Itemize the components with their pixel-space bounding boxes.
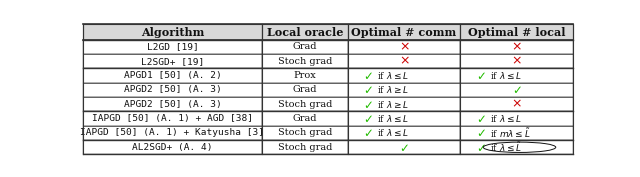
Bar bbox=[262, 24, 348, 40]
Text: $\checkmark$: $\checkmark$ bbox=[511, 83, 522, 96]
Text: $\times$: $\times$ bbox=[399, 40, 410, 53]
Bar bbox=[460, 140, 573, 155]
Text: $\checkmark$: $\checkmark$ bbox=[476, 141, 486, 154]
Bar bbox=[262, 112, 348, 126]
Text: Stoch grad: Stoch grad bbox=[278, 129, 332, 137]
Bar bbox=[348, 40, 460, 54]
Text: L2GD [19]: L2GD [19] bbox=[147, 42, 198, 51]
Text: if $\lambda \leq L$: if $\lambda \leq L$ bbox=[377, 127, 409, 138]
Text: Optimal # comm: Optimal # comm bbox=[351, 27, 456, 38]
Text: Local oracle: Local oracle bbox=[266, 27, 343, 38]
Text: $\checkmark$: $\checkmark$ bbox=[363, 83, 372, 96]
Text: L2SGD+ [19]: L2SGD+ [19] bbox=[141, 57, 204, 66]
Text: $\checkmark$: $\checkmark$ bbox=[363, 112, 372, 125]
Bar bbox=[262, 54, 348, 68]
Bar bbox=[460, 40, 573, 54]
Text: Grad: Grad bbox=[292, 85, 317, 94]
Text: Grad: Grad bbox=[292, 114, 317, 123]
Bar bbox=[348, 83, 460, 97]
Text: $\checkmark$: $\checkmark$ bbox=[363, 126, 372, 139]
Text: Stoch grad: Stoch grad bbox=[278, 57, 332, 66]
Text: Algorithm: Algorithm bbox=[141, 27, 204, 38]
Bar bbox=[83, 140, 262, 155]
Text: $\times$: $\times$ bbox=[511, 40, 522, 53]
Text: APGD2 [50] (A. 3): APGD2 [50] (A. 3) bbox=[124, 100, 221, 109]
Bar bbox=[262, 140, 348, 155]
Bar bbox=[83, 97, 262, 112]
Text: if $\lambda \leq \tilde{L}$: if $\lambda \leq \tilde{L}$ bbox=[490, 140, 522, 154]
Bar bbox=[262, 126, 348, 140]
Bar bbox=[83, 24, 262, 40]
Text: Optimal # local: Optimal # local bbox=[468, 27, 565, 38]
Text: $\times$: $\times$ bbox=[511, 98, 522, 111]
Bar bbox=[460, 68, 573, 83]
Bar bbox=[460, 24, 573, 40]
Bar bbox=[460, 112, 573, 126]
Bar bbox=[460, 83, 573, 97]
Text: $\checkmark$: $\checkmark$ bbox=[399, 141, 409, 154]
Text: APGD1 [50] (A. 2): APGD1 [50] (A. 2) bbox=[124, 71, 221, 80]
Text: Grad: Grad bbox=[292, 42, 317, 51]
Bar bbox=[460, 97, 573, 112]
Bar bbox=[348, 54, 460, 68]
Text: $\checkmark$: $\checkmark$ bbox=[476, 112, 486, 125]
Text: if $m\lambda \leq \tilde{L}$: if $m\lambda \leq \tilde{L}$ bbox=[490, 126, 530, 140]
Bar bbox=[83, 112, 262, 126]
Bar bbox=[262, 97, 348, 112]
Text: APGD2 [50] (A. 3): APGD2 [50] (A. 3) bbox=[124, 85, 221, 94]
Text: $\times$: $\times$ bbox=[511, 55, 522, 68]
Bar bbox=[262, 83, 348, 97]
Bar bbox=[83, 40, 262, 54]
Text: $\times$: $\times$ bbox=[399, 55, 410, 68]
Bar bbox=[348, 97, 460, 112]
Bar bbox=[460, 54, 573, 68]
Bar bbox=[348, 126, 460, 140]
Text: $\checkmark$: $\checkmark$ bbox=[363, 69, 372, 82]
Text: AL2SGD+ (A. 4): AL2SGD+ (A. 4) bbox=[132, 143, 212, 152]
Text: Stoch grad: Stoch grad bbox=[278, 143, 332, 152]
Text: if $\lambda \geq L$: if $\lambda \geq L$ bbox=[377, 84, 409, 95]
Text: Prox: Prox bbox=[293, 71, 316, 80]
Bar bbox=[348, 112, 460, 126]
Bar bbox=[83, 126, 262, 140]
Bar bbox=[83, 83, 262, 97]
Bar bbox=[262, 40, 348, 54]
Text: IAPGD [50] (A. 1) + Katyusha [3]: IAPGD [50] (A. 1) + Katyusha [3] bbox=[81, 129, 264, 137]
Text: $\checkmark$: $\checkmark$ bbox=[476, 69, 486, 82]
Bar bbox=[262, 68, 348, 83]
Bar bbox=[460, 126, 573, 140]
Text: if $\lambda \geq L$: if $\lambda \geq L$ bbox=[377, 99, 409, 110]
Text: if $\lambda \leq L$: if $\lambda \leq L$ bbox=[490, 113, 522, 124]
Text: if $\lambda \leq L$: if $\lambda \leq L$ bbox=[377, 113, 409, 124]
Bar bbox=[348, 140, 460, 155]
Text: if $\lambda \leq L$: if $\lambda \leq L$ bbox=[377, 70, 409, 81]
Text: IAPGD [50] (A. 1) + AGD [38]: IAPGD [50] (A. 1) + AGD [38] bbox=[92, 114, 253, 123]
Bar bbox=[83, 54, 262, 68]
Bar bbox=[348, 68, 460, 83]
Text: if $\lambda \leq L$: if $\lambda \leq L$ bbox=[490, 70, 522, 81]
Text: $\checkmark$: $\checkmark$ bbox=[476, 126, 486, 139]
Text: $\checkmark$: $\checkmark$ bbox=[363, 98, 372, 111]
Bar bbox=[348, 24, 460, 40]
Bar bbox=[83, 68, 262, 83]
Text: Stoch grad: Stoch grad bbox=[278, 100, 332, 109]
